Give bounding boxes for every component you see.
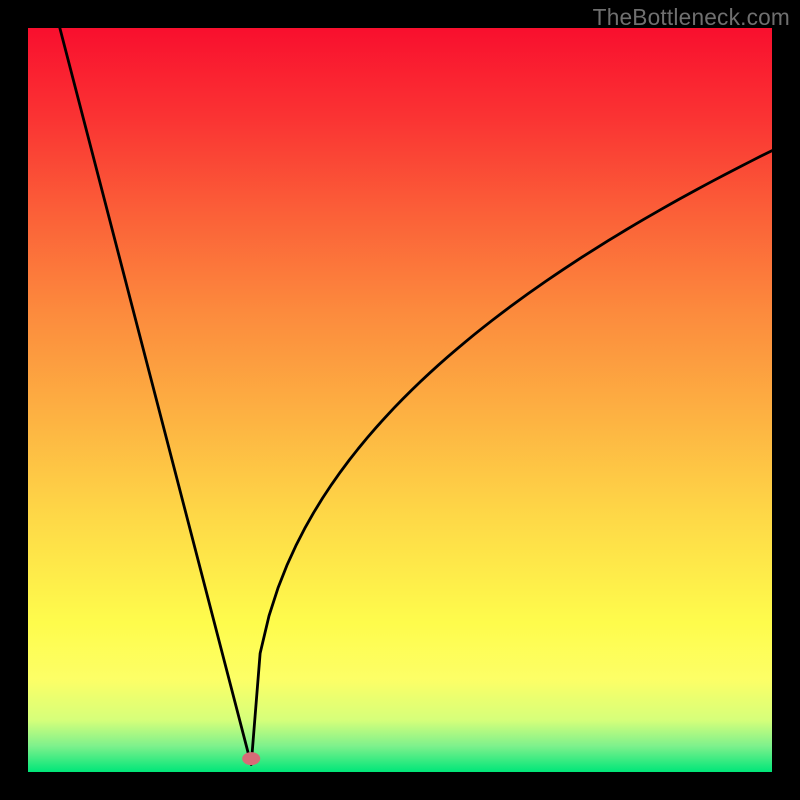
plot-area bbox=[28, 28, 772, 772]
vertex-marker bbox=[242, 752, 260, 765]
bottleneck-curve bbox=[54, 28, 772, 765]
watermark-text: TheBottleneck.com bbox=[593, 4, 790, 31]
chart-canvas: TheBottleneck.com bbox=[0, 0, 800, 800]
curve-layer bbox=[28, 28, 772, 772]
